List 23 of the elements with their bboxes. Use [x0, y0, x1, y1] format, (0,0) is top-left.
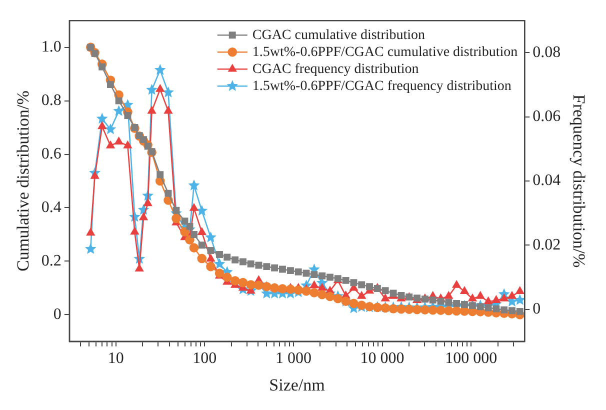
- legend-label: 1.5wt%-0.6PPF/CGAC frequency distribution: [252, 78, 512, 94]
- y2-tick-label: 0.02: [532, 236, 561, 254]
- y2-tick-label: 0.04: [532, 172, 561, 190]
- y2-tick-label: 0: [532, 300, 541, 318]
- y2-tick-label: 0.06: [532, 108, 561, 126]
- legend-label: CGAC cumulative distribution: [252, 28, 426, 43]
- y-tick-label: 0.4: [41, 198, 62, 216]
- y-tick-label: 0.6: [41, 145, 62, 162]
- y2-tick-label: 0.08: [532, 44, 561, 61]
- y-tick-label: 1.0: [41, 38, 62, 56]
- x-axis-title: Size/nm: [269, 375, 325, 394]
- x-tick-label: 1 000: [275, 350, 312, 368]
- y2-axis-title: Frequency distribution/%: [569, 94, 588, 268]
- y-tick-label: 0.2: [41, 252, 62, 270]
- x-tick-label: 100 000: [445, 350, 498, 368]
- legend-label: 1.5wt%-0.6PPF/CGAC cumulative distribution: [252, 44, 518, 60]
- x-tick-label: 10 000: [360, 350, 404, 368]
- y-axis-title: Cumulative distribution/%: [14, 90, 33, 272]
- legend-label: CGAC frequency distribution: [252, 62, 419, 77]
- x-tick-label: 10: [108, 350, 124, 368]
- x-tick-label: 100: [192, 350, 217, 368]
- y-tick-label: 0: [53, 306, 62, 323]
- y-tick-label: 0.8: [41, 92, 62, 110]
